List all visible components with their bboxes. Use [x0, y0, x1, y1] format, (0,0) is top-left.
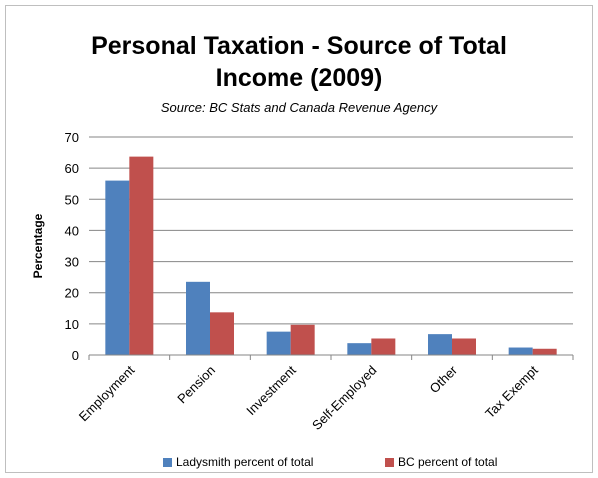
chart-title: Personal Taxation - Source of Total Inco…	[0, 30, 598, 94]
bars	[105, 156, 557, 355]
y-tick-label: 50	[65, 192, 79, 207]
y-axis-label: Percentage	[31, 213, 45, 278]
x-tick-label: Employment	[76, 362, 138, 424]
legend-swatch-bc	[385, 457, 394, 467]
legend-swatch-ladysmith	[163, 457, 172, 467]
bar-bc-pension	[210, 312, 234, 355]
bar-ladysmith-other	[428, 334, 452, 355]
x-tick-label: Other	[427, 362, 461, 396]
bar-ladysmith-pension	[186, 281, 210, 355]
y-tick-label: 70	[65, 130, 79, 145]
gridlines	[89, 136, 573, 325]
bar-ladysmith-self-employed	[347, 343, 372, 355]
legend-label-ladysmith: Ladysmith percent of total	[176, 455, 314, 469]
bar-bc-employment	[129, 156, 154, 355]
bar-ladysmith-tax-exempt	[508, 347, 533, 355]
bar-bc-other	[452, 338, 476, 355]
x-tick-label: Tax Exempt	[482, 362, 541, 421]
bar-bc-investment	[290, 324, 315, 355]
bar-bc-self-employed	[371, 338, 396, 355]
y-tick-label: 30	[65, 255, 79, 270]
legend-item-bc: BC percent of total	[385, 455, 497, 469]
y-tick-label: 20	[65, 286, 79, 301]
x-axis-ticks: Employment Pension Investment Self-Employed…	[76, 355, 574, 433]
y-tick-label: 60	[65, 161, 79, 176]
bar-ladysmith-investment	[266, 331, 291, 355]
bar-ladysmith-employment	[105, 180, 130, 355]
chart-title-line-1: Personal Taxation - Source of Total	[91, 32, 507, 60]
y-tick-label: 40	[65, 223, 79, 238]
y-tick-label: 10	[65, 317, 79, 332]
y-axis-ticks: 0 10 20 30 40 50 60 70	[65, 130, 79, 363]
x-tick-label: Pension	[174, 363, 218, 407]
chart-title-line-2: Income (2009)	[215, 64, 383, 92]
chart-area	[5, 5, 593, 473]
legend-item-ladysmith: Ladysmith percent of total	[163, 455, 313, 469]
bar-bc-tax-exempt	[532, 348, 557, 355]
legend: Ladysmith percent of total BC percent of…	[0, 455, 598, 471]
x-tick-label: Self-Employed	[309, 363, 379, 433]
legend-label-bc: BC percent of total	[398, 455, 498, 469]
chart-subtitle: Source: BC Stats and Canada Revenue Agen…	[160, 100, 438, 115]
x-tick-label: Investment	[243, 362, 299, 418]
y-tick-label: 0	[72, 348, 79, 363]
